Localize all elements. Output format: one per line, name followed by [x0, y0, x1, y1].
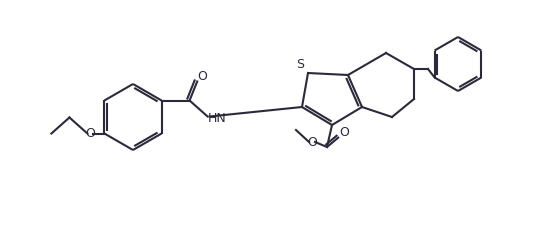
- Text: O: O: [307, 135, 317, 148]
- Text: O: O: [339, 126, 349, 139]
- Text: S: S: [296, 58, 304, 70]
- Text: O: O: [85, 127, 96, 140]
- Text: HN: HN: [208, 112, 227, 125]
- Text: O: O: [198, 70, 207, 83]
